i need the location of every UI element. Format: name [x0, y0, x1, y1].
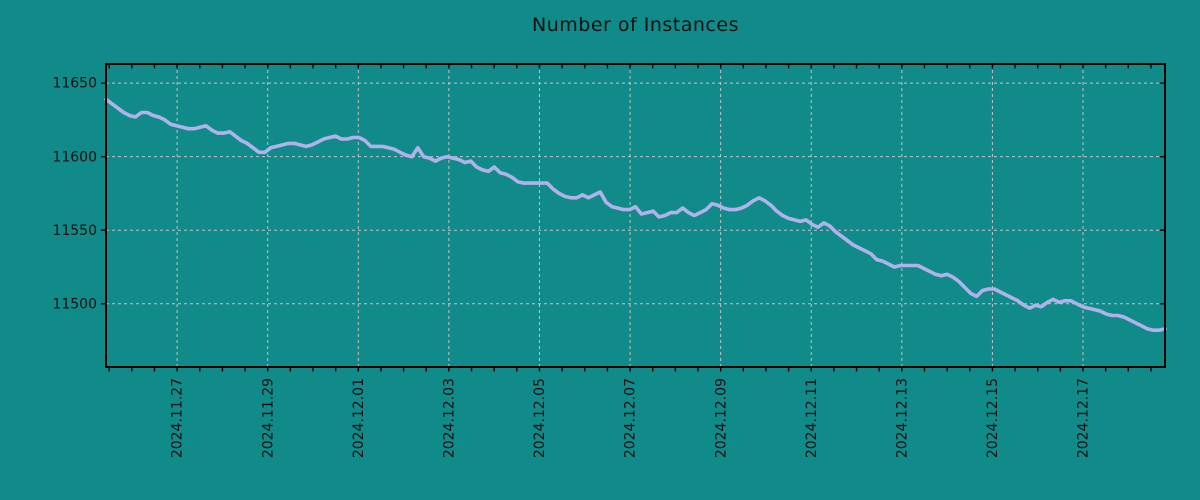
x-tick-label: 2024.12.15: [985, 378, 1001, 458]
chart-title: Number of Instances: [532, 14, 739, 36]
x-tick-label: 2024.11.27: [170, 378, 186, 458]
x-tick-label: 2024.11.29: [260, 378, 276, 458]
x-tick-label: 2024.12.13: [894, 378, 910, 458]
x-tick-label: 2024.12.17: [1076, 378, 1092, 458]
y-tick-label: 11500: [52, 296, 97, 312]
y-tick-label: 11650: [52, 76, 97, 92]
x-tick-label: 2024.12.03: [442, 378, 458, 458]
data-series-line: [104, 97, 1167, 333]
x-tick-label: 2024.12.05: [532, 378, 548, 458]
x-tick-label: 2024.12.01: [351, 378, 367, 458]
y-tick-label: 11550: [52, 223, 97, 239]
y-tick-label: 11600: [52, 149, 97, 165]
x-tick-label: 2024.12.09: [713, 378, 729, 458]
x-tick-label: 2024.12.07: [623, 378, 639, 458]
plot-border: [105, 63, 1166, 368]
x-tick-label: 2024.12.11: [804, 378, 820, 458]
